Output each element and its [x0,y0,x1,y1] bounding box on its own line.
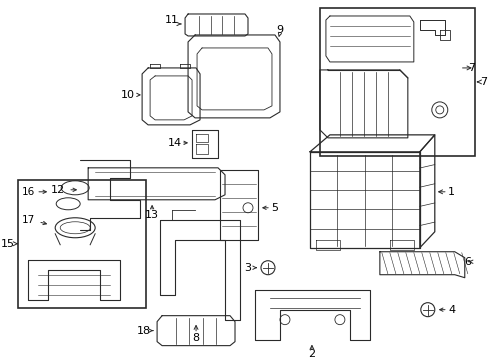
Text: 10: 10 [121,90,135,100]
Text: 6: 6 [464,257,471,267]
Text: 4: 4 [448,305,455,315]
Text: 7: 7 [480,77,487,87]
Text: 5: 5 [271,203,278,213]
Bar [18,180,146,308]
Text: 12: 12 [51,185,65,195]
Text: 18: 18 [137,326,151,336]
Bar [320,8,475,156]
Text: 3: 3 [245,263,251,273]
Text: 13: 13 [145,210,159,220]
Text: 2: 2 [308,348,316,359]
Text: 17: 17 [22,215,35,225]
Text: 16: 16 [22,187,35,197]
Text: 1: 1 [448,187,455,197]
Text: 8: 8 [193,333,199,343]
Text: 14: 14 [168,138,182,148]
Text: 11: 11 [165,15,179,25]
Text: 9: 9 [276,25,284,35]
Text: 15: 15 [1,239,15,249]
Text: 7: 7 [468,63,475,73]
